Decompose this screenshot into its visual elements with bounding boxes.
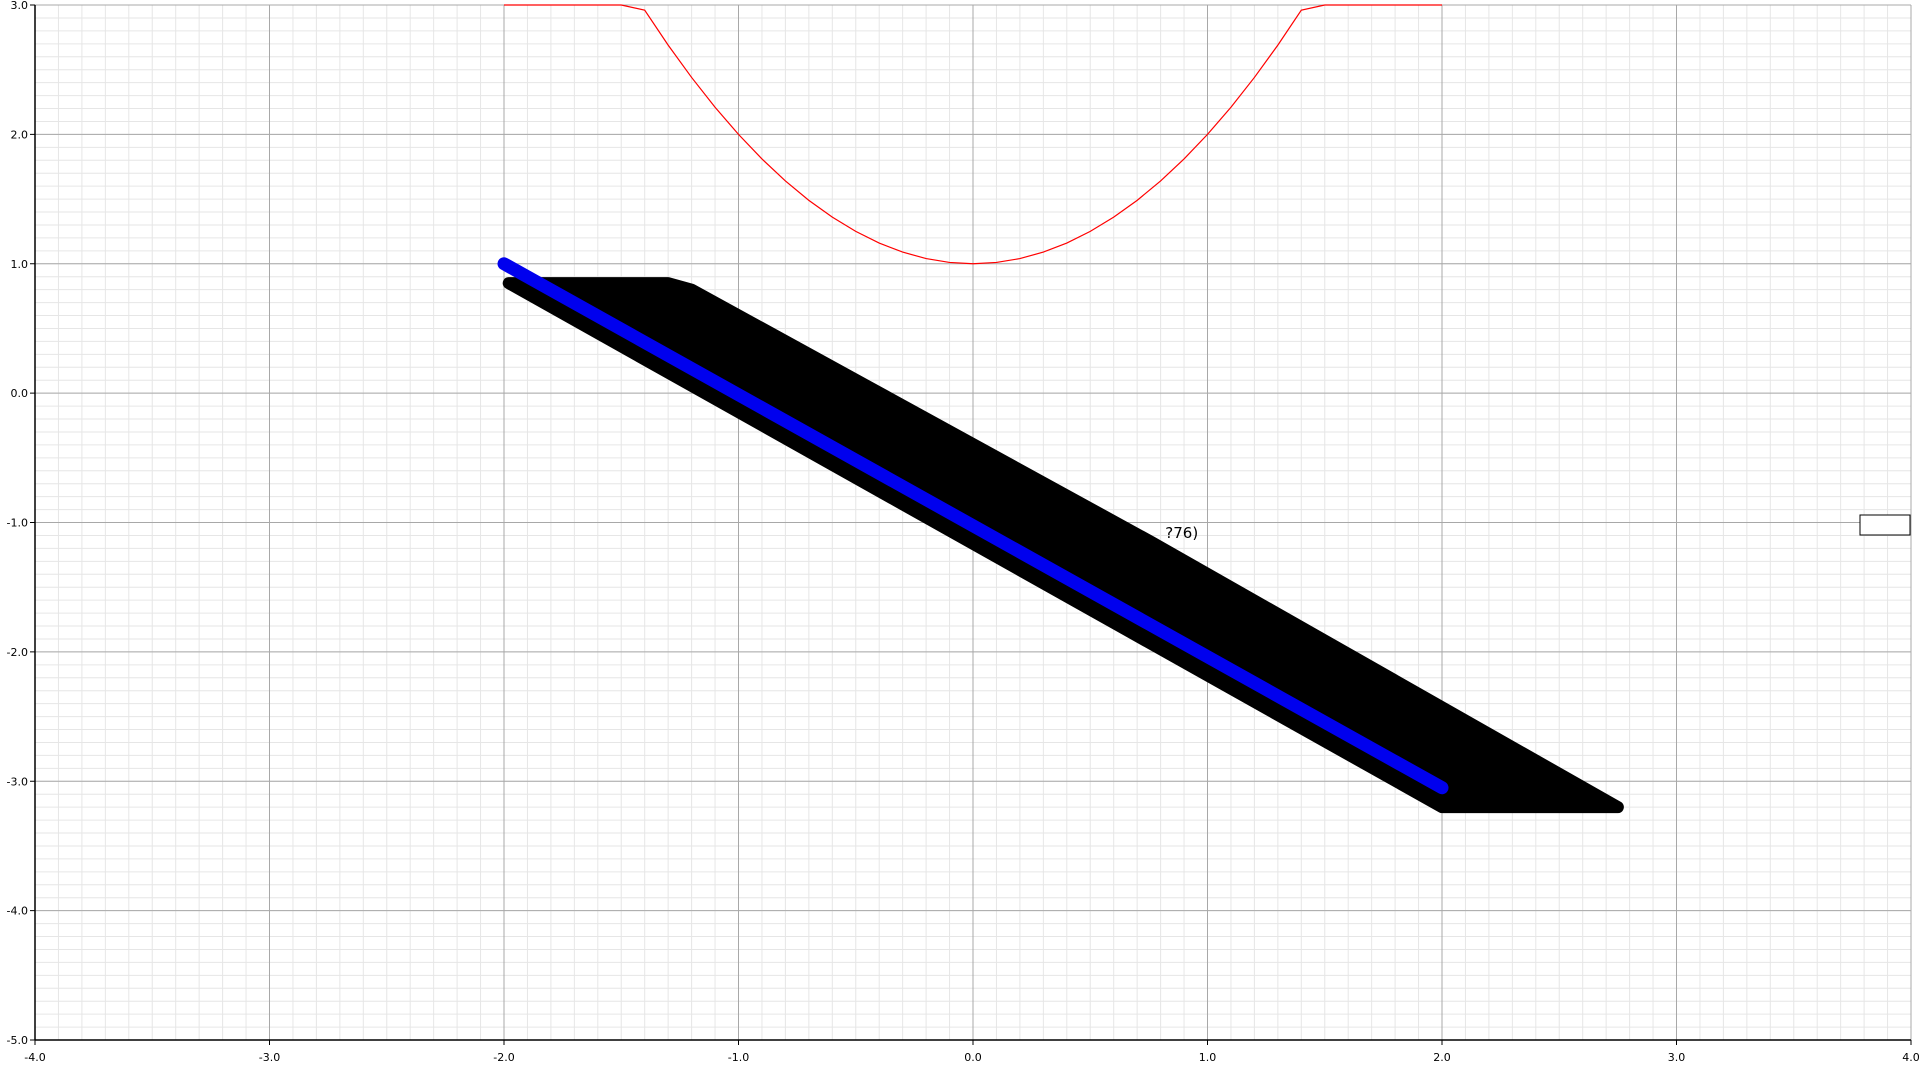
annotation-label: ?76) (1165, 524, 1198, 542)
x-tick-label: 0.0 (964, 1051, 982, 1064)
y-tick-label: -1.0 (7, 517, 28, 530)
legend-box (1859, 514, 1911, 536)
x-tick-label: -3.0 (259, 1051, 280, 1064)
x-tick-label: 2.0 (1433, 1051, 1451, 1064)
y-tick-label: -4.0 (7, 905, 28, 918)
y-tick-label: -5.0 (7, 1034, 28, 1047)
y-tick-label: 0.0 (11, 387, 29, 400)
red-curve-series (504, 4, 1442, 265)
blue-segment-series (497, 257, 1449, 795)
x-tick-label: -4.0 (24, 1051, 45, 1064)
y-tick-label: -2.0 (7, 646, 28, 659)
x-tick-label: 3.0 (1668, 1051, 1686, 1064)
x-tick-label: 4.0 (1902, 1051, 1920, 1064)
x-tick-label: 1.0 (1199, 1051, 1217, 1064)
series-layer (497, 4, 1624, 814)
y-tick-label: 2.0 (11, 128, 29, 141)
y-tick-label: 1.0 (11, 258, 29, 271)
x-axis-ticks: -4.0 -3.0 -2.0 -1.0 0.0 1.0 2.0 3.0 4.0 (24, 1040, 1920, 1064)
y-axis-ticks: -5.0 -4.0 -3.0 -2.0 -1.0 0.0 1.0 2.0 3.0 (7, 0, 35, 1047)
x-tick-label: -1.0 (728, 1051, 749, 1064)
y-tick-label: -3.0 (7, 775, 28, 788)
y-tick-label: 3.0 (11, 0, 29, 12)
x-tick-label: -2.0 (493, 1051, 514, 1064)
annotations: ?76) (1165, 524, 1198, 542)
